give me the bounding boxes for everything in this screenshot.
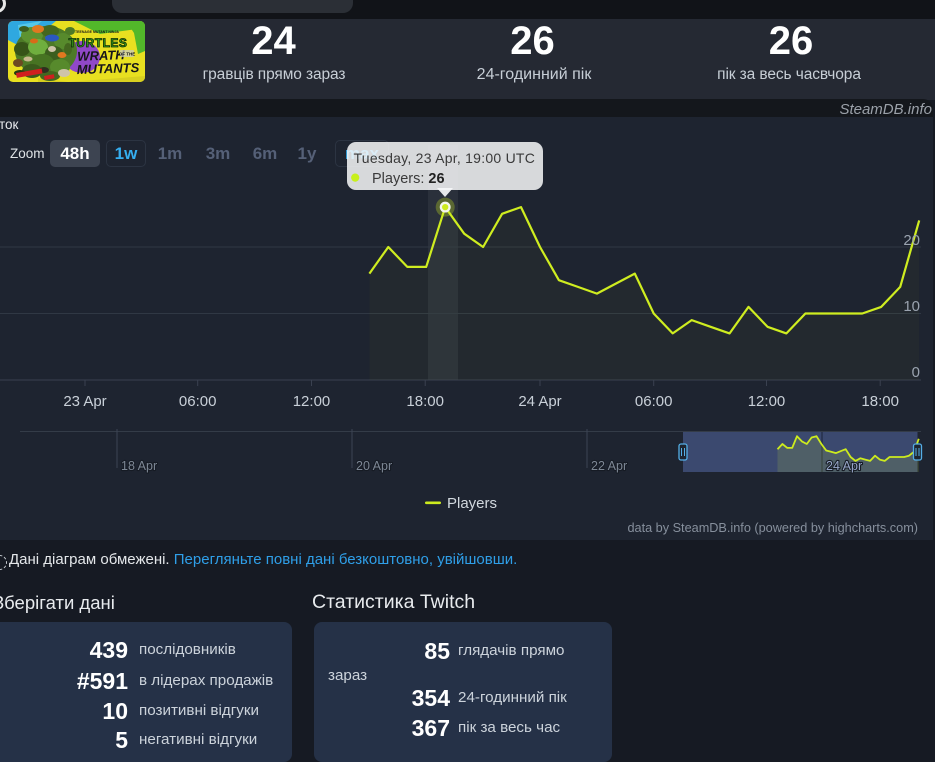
svg-text:TEENAGE MUTANT NINJA: TEENAGE MUTANT NINJA	[75, 30, 119, 34]
svg-text:MUTANTS: MUTANTS	[76, 60, 139, 77]
svg-text:20: 20	[903, 232, 920, 249]
svg-text:22 Apr: 22 Apr	[591, 459, 627, 473]
svg-text:12:00: 12:00	[748, 393, 786, 410]
svg-text:18 Apr: 18 Apr	[121, 459, 157, 473]
svg-text:12:00: 12:00	[293, 393, 331, 410]
svg-text:Players: Players	[447, 495, 497, 512]
svg-text:0: 0	[912, 364, 920, 381]
svg-text:10: 10	[903, 298, 920, 315]
svg-text:OF THE: OF THE	[119, 52, 136, 57]
svg-text:18:00: 18:00	[861, 393, 899, 410]
svg-text:24 Apr: 24 Apr	[518, 393, 561, 410]
svg-text:WRATH: WRATH	[77, 47, 126, 64]
svg-text:23 Apr: 23 Apr	[63, 393, 106, 410]
svg-text:TURTLES: TURTLES	[69, 36, 128, 50]
svg-text:data by SteamDB.info (powered: data by SteamDB.info (powered by highcha…	[627, 521, 918, 535]
svg-text:24 Apr: 24 Apr	[826, 459, 862, 473]
svg-text:06:00: 06:00	[635, 393, 673, 410]
svg-text:18:00: 18:00	[406, 393, 444, 410]
svg-text:06:00: 06:00	[179, 393, 217, 410]
svg-text:20 Apr: 20 Apr	[356, 459, 392, 473]
